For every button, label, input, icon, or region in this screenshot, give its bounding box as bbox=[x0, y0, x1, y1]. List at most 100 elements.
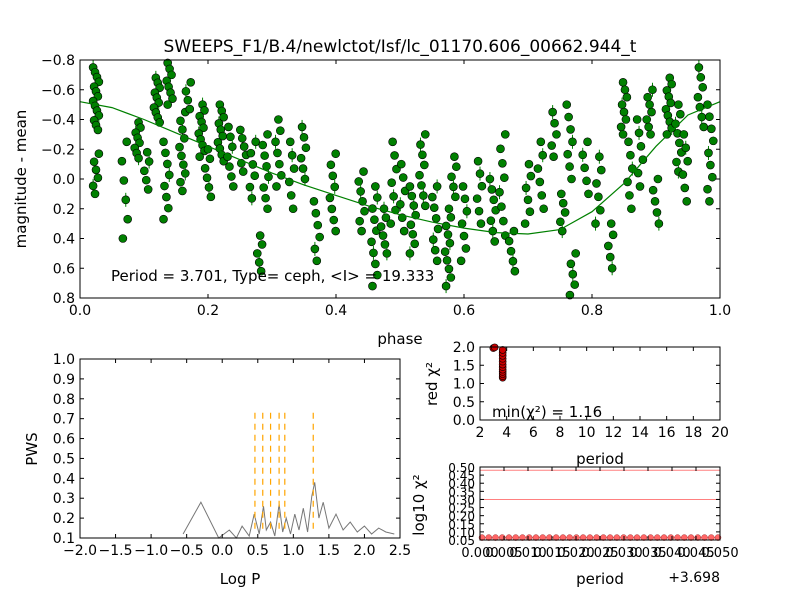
data-point bbox=[93, 173, 103, 183]
data-point bbox=[354, 177, 364, 186]
data-point bbox=[703, 184, 712, 194]
data-point bbox=[594, 192, 603, 202]
data-point bbox=[418, 150, 427, 160]
x-tick-label: 14 bbox=[631, 425, 649, 441]
data-point bbox=[219, 112, 228, 122]
data-point bbox=[310, 244, 320, 254]
y-tick-label: 0.7 bbox=[53, 412, 75, 428]
y-tick-label: 0.5 bbox=[53, 451, 75, 467]
x-tick-label: 4 bbox=[502, 425, 511, 441]
data-point bbox=[396, 199, 405, 209]
data-point bbox=[398, 173, 408, 182]
data-point bbox=[301, 143, 311, 153]
data-point bbox=[163, 159, 172, 169]
data-point bbox=[679, 130, 689, 139]
data-point bbox=[180, 169, 190, 178]
data-point bbox=[90, 189, 100, 199]
y-tick-label: 0.15 bbox=[448, 518, 475, 532]
data-point bbox=[563, 149, 572, 159]
data-point bbox=[458, 182, 468, 191]
data-point bbox=[568, 269, 578, 279]
data-point bbox=[255, 231, 265, 240]
data-point bbox=[420, 130, 430, 139]
data-point bbox=[237, 133, 247, 143]
data-point bbox=[460, 194, 470, 204]
data-point bbox=[539, 534, 546, 541]
data-point bbox=[263, 130, 272, 139]
data-point bbox=[498, 158, 507, 168]
data-point bbox=[178, 186, 187, 196]
data-point bbox=[552, 130, 561, 139]
x-axis-label: period bbox=[576, 570, 624, 588]
data-point bbox=[583, 137, 592, 147]
data-point bbox=[500, 173, 509, 183]
data-point bbox=[252, 249, 262, 258]
data-point bbox=[564, 112, 573, 122]
data-point bbox=[667, 79, 676, 89]
data-point bbox=[704, 148, 713, 158]
x-tick-label: −1.5 bbox=[99, 543, 133, 559]
x-tick-label: 0.010 bbox=[509, 546, 546, 561]
data-point bbox=[315, 232, 324, 242]
data-point bbox=[682, 197, 692, 206]
x-tick-label: 0.8 bbox=[581, 303, 603, 319]
data-point bbox=[443, 230, 453, 239]
data-point bbox=[672, 157, 681, 167]
data-point bbox=[645, 100, 654, 109]
data-point bbox=[205, 154, 215, 164]
data-point bbox=[159, 214, 168, 224]
data-point bbox=[185, 104, 195, 114]
data-point bbox=[449, 182, 458, 192]
data-point bbox=[654, 219, 664, 228]
data-point bbox=[632, 115, 642, 124]
data-point bbox=[372, 270, 382, 280]
x-tick-label: 0.5 bbox=[247, 543, 269, 559]
data-point bbox=[591, 219, 600, 228]
y-tick-label: −0.8 bbox=[41, 53, 75, 69]
data-point bbox=[123, 214, 132, 224]
data-point bbox=[199, 123, 208, 133]
data-point bbox=[288, 204, 298, 214]
data-point bbox=[296, 153, 306, 163]
fit-curve bbox=[79, 101, 721, 235]
data-point bbox=[606, 534, 614, 541]
data-point bbox=[708, 172, 717, 182]
data-point bbox=[582, 176, 591, 186]
y-axis-label: PWS bbox=[23, 432, 41, 465]
data-point bbox=[357, 226, 366, 236]
x-tick-label: 0.035 bbox=[629, 546, 666, 561]
y-tick-label: 0.30 bbox=[448, 493, 475, 507]
data-point bbox=[264, 172, 273, 182]
data-point bbox=[626, 150, 635, 160]
data-point bbox=[653, 174, 663, 184]
y-tick-label: 0.0 bbox=[453, 413, 475, 429]
x-tick-label: 0.6 bbox=[453, 303, 475, 319]
y-tick-label: 0.2 bbox=[53, 511, 75, 527]
data-point bbox=[387, 178, 396, 188]
data-points bbox=[88, 58, 718, 300]
data-point bbox=[236, 125, 245, 135]
x-axis-label: period bbox=[576, 450, 624, 468]
x-tick-label: 0.025 bbox=[581, 546, 618, 561]
data-point bbox=[640, 534, 648, 541]
data-point bbox=[287, 150, 297, 160]
data-point bbox=[521, 183, 531, 193]
data-point bbox=[444, 264, 454, 274]
data-point bbox=[261, 193, 270, 203]
data-point bbox=[417, 181, 426, 190]
data-point bbox=[622, 92, 632, 102]
x-tick-label: 0.040 bbox=[653, 546, 690, 561]
data-point bbox=[674, 100, 683, 109]
data-point bbox=[675, 138, 684, 148]
data-point bbox=[247, 194, 257, 203]
data-point bbox=[369, 248, 378, 258]
data-point bbox=[356, 187, 365, 196]
data-point bbox=[286, 191, 296, 200]
data-point bbox=[117, 156, 127, 166]
data-point bbox=[652, 208, 662, 217]
x-tick-label: 18 bbox=[684, 425, 702, 441]
y-tick-label: 1.0 bbox=[453, 377, 475, 393]
y-tick-label: 0.3 bbox=[53, 491, 75, 507]
data-point bbox=[257, 240, 267, 249]
